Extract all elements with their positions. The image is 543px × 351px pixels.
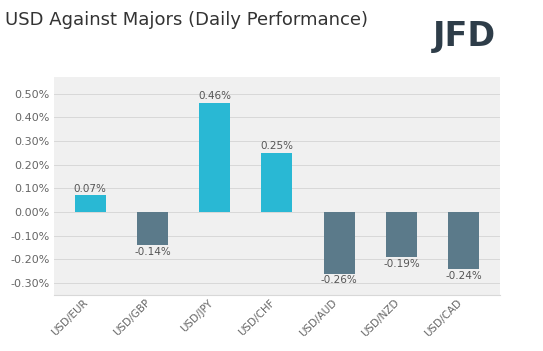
Bar xyxy=(324,212,355,273)
Text: -0.24%: -0.24% xyxy=(445,271,482,281)
Bar xyxy=(448,212,479,269)
Bar xyxy=(137,212,168,245)
Text: USD Against Majors (Daily Performance): USD Against Majors (Daily Performance) xyxy=(5,11,369,28)
Text: -0.26%: -0.26% xyxy=(321,276,358,285)
Bar xyxy=(261,153,293,212)
Text: -0.14%: -0.14% xyxy=(134,247,171,257)
Text: 0.46%: 0.46% xyxy=(198,91,231,101)
Bar xyxy=(74,196,106,212)
Bar xyxy=(386,212,417,257)
Text: 0.07%: 0.07% xyxy=(74,184,106,194)
Text: -0.19%: -0.19% xyxy=(383,259,420,269)
Text: JFD: JFD xyxy=(433,20,496,53)
Text: 0.25%: 0.25% xyxy=(261,141,293,151)
Bar xyxy=(199,103,230,212)
